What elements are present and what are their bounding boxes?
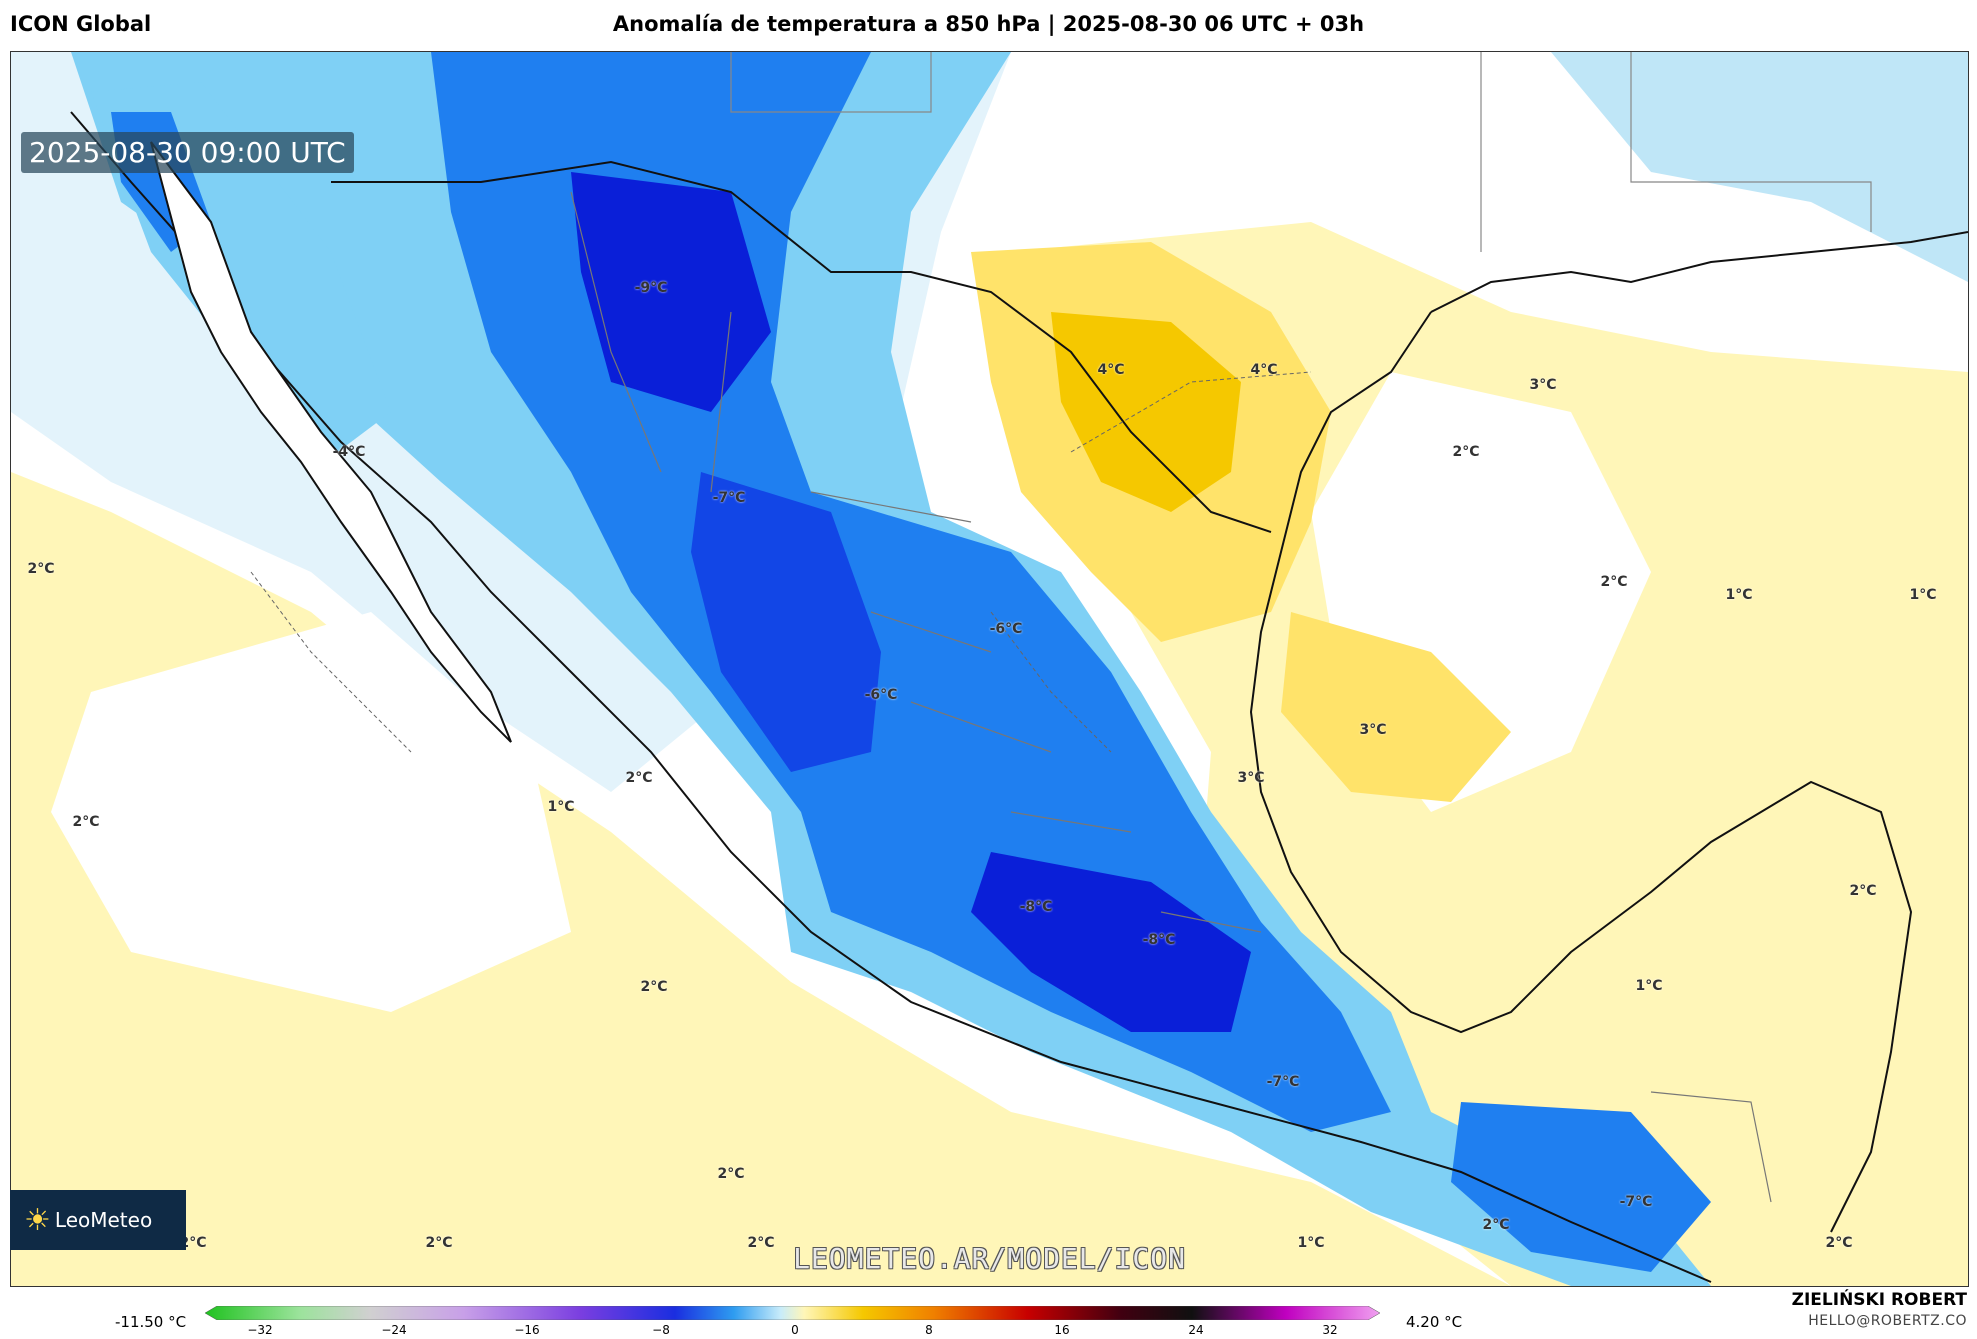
contour-label: 2°C <box>72 814 100 830</box>
contour-label: 1°C <box>1909 587 1937 603</box>
legend-tick: −24 <box>381 1323 407 1337</box>
site-watermark: LEOMETEO.AR/MODEL/ICON <box>793 1242 1186 1275</box>
legend-tick: −16 <box>514 1323 540 1337</box>
dashed-contours <box>250 371 1312 753</box>
contour-label: 2°C <box>1452 444 1480 460</box>
contour-label: 2°C <box>1825 1235 1853 1251</box>
legend-tick: 32 <box>1322 1323 1338 1337</box>
cold-deep-north <box>571 172 771 412</box>
contour-label: 2°C <box>625 770 653 786</box>
contour-label: 2°C <box>717 1166 745 1182</box>
contour-label: 2°C <box>27 561 55 577</box>
contour-label: 3°C <box>1237 770 1265 786</box>
map-field <box>11 52 1968 1286</box>
border-us-mexico <box>331 160 1272 533</box>
legend-tick: 24 <box>1188 1323 1204 1337</box>
warm-strong-core <box>1051 312 1241 512</box>
color-scale-bar <box>205 1306 1380 1320</box>
us-state-lines <box>730 52 1872 252</box>
contour-label: -6°C <box>864 687 898 703</box>
contour-label: -6°C <box>989 621 1023 637</box>
coastline-baja <box>150 141 512 743</box>
map-title: Anomalía de temperatura a 850 hPa | 2025… <box>612 12 1365 36</box>
legend-tick: −8 <box>652 1323 670 1337</box>
author-name: ZIELIŃSKI ROBERT <box>1791 1290 1967 1310</box>
contour-label: -8°C <box>1019 899 1053 915</box>
contour-label: 1°C <box>1635 978 1663 994</box>
contour-label: 2°C <box>1600 574 1628 590</box>
contour-label: 1°C <box>547 799 575 815</box>
cold-guatemala <box>1451 1102 1711 1272</box>
contour-label: 1°C <box>1297 1235 1325 1251</box>
contour-label: 1°C <box>1725 587 1753 603</box>
contour-label: -9°C <box>634 280 668 296</box>
contour-label: -4°C <box>332 444 366 460</box>
warm-mid-gulf <box>1281 612 1511 802</box>
contour-label: -7°C <box>712 490 746 506</box>
legend-tick: 8 <box>925 1323 933 1337</box>
contour-label: 3°C <box>1359 722 1387 738</box>
state-lines <box>570 191 1772 1203</box>
sun-icon: ☀ <box>24 1202 51 1238</box>
white-patch-west <box>51 612 571 1012</box>
legend-tick: −32 <box>247 1323 273 1337</box>
map-canvas[interactable]: 2025-08-30 09:00 UTC -9°C -7°C -6°C -6°C… <box>10 51 1969 1287</box>
contour-label: 4°C <box>1250 362 1278 378</box>
contour-label: 2°C <box>425 1235 453 1251</box>
cold-deep-central <box>691 472 881 772</box>
cold-deep-south <box>971 852 1251 1032</box>
contour-label: 3°C <box>1529 377 1557 393</box>
contour-label: 2°C <box>1482 1217 1510 1233</box>
legend-tick: 0 <box>791 1323 799 1337</box>
contour-label: 2°C <box>1849 883 1877 899</box>
leometeo-logo[interactable]: ☀ LeoMeteo <box>10 1190 186 1250</box>
coastline-north-gulf <box>1430 231 1968 313</box>
logo-text: LeoMeteo <box>54 1208 153 1232</box>
pale-cold-ne <box>1551 52 1968 282</box>
legend-max-value: 4.20 °C <box>1406 1313 1463 1331</box>
contour-label: -7°C <box>1619 1194 1653 1210</box>
contour-label: 2°C <box>179 1235 207 1251</box>
legend-tick: 16 <box>1054 1323 1070 1337</box>
legend-min-value: -11.50 °C <box>115 1313 187 1331</box>
contour-label: 4°C <box>1097 362 1125 378</box>
valid-time-badge: 2025-08-30 09:00 UTC <box>21 132 354 173</box>
author-email[interactable]: HELLO@ROBERTZ.CO <box>1808 1313 1967 1329</box>
contour-label: -7°C <box>1266 1074 1300 1090</box>
model-name: ICON Global <box>10 12 152 36</box>
contour-label: -8°C <box>1142 932 1176 948</box>
contour-label: 2°C <box>747 1235 775 1251</box>
contour-label: 2°C <box>640 979 668 995</box>
coastline-gulf <box>1249 311 1913 1233</box>
